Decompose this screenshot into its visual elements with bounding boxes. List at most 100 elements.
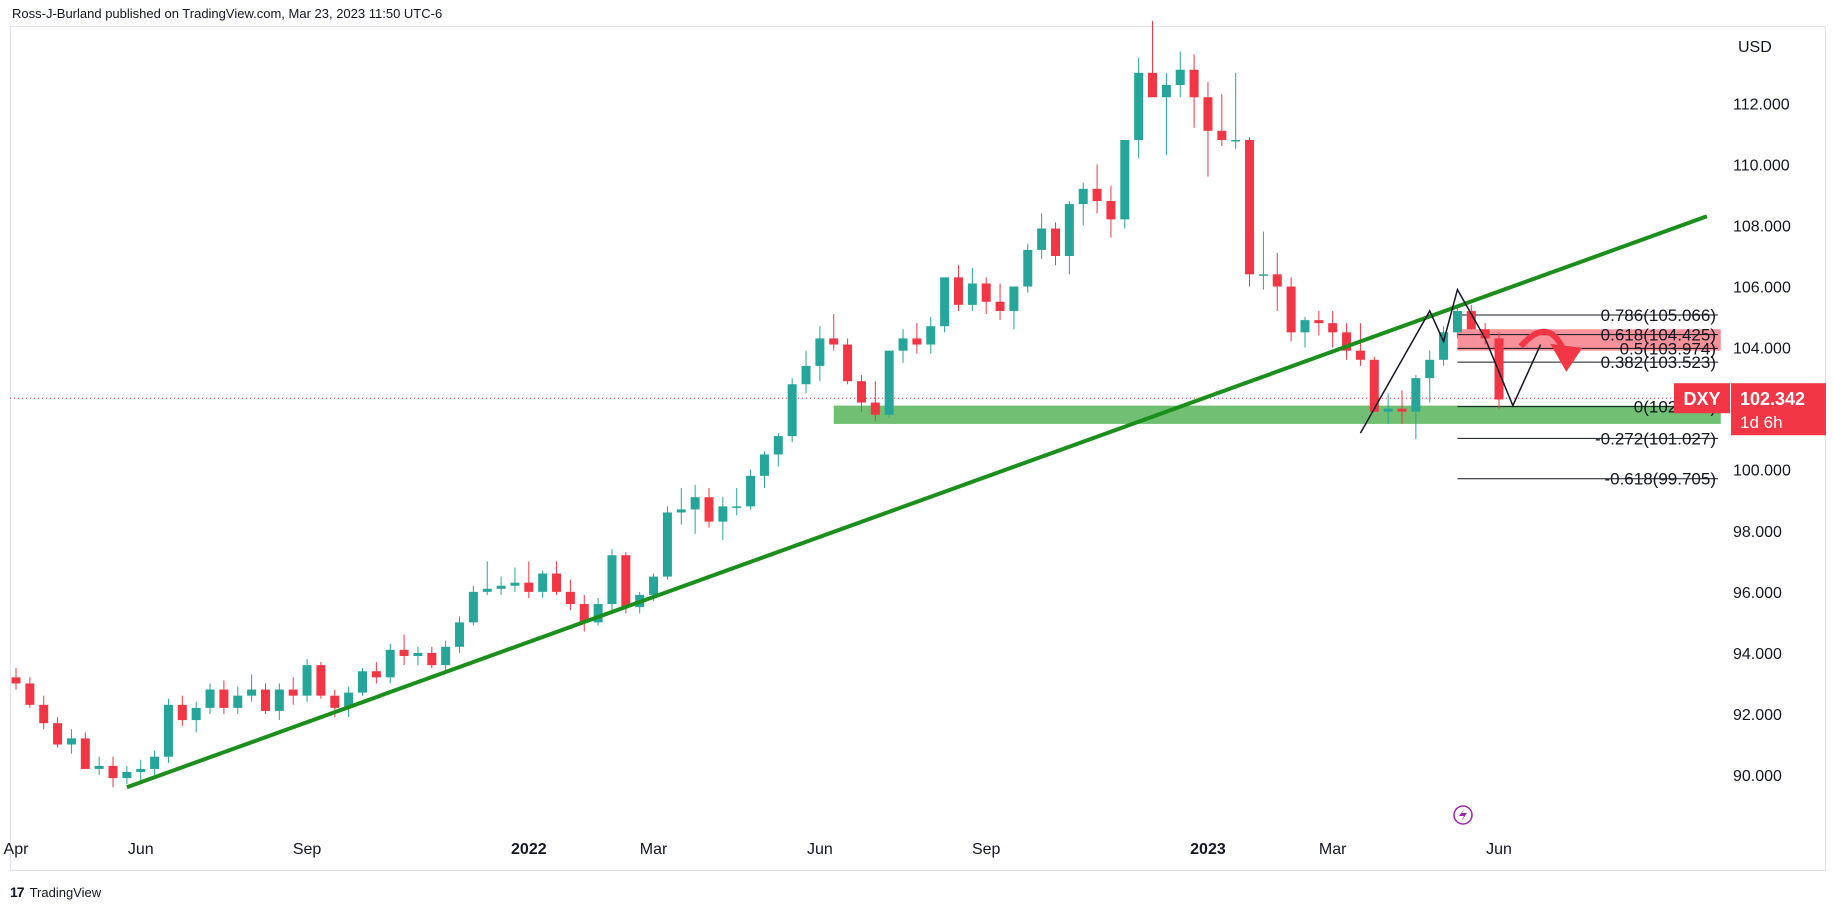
candle — [565, 579, 575, 611]
candle-body — [1203, 97, 1213, 131]
candle-body — [1425, 359, 1435, 379]
price-chart[interactable]: 0.786(105.066)0.618(104.425)0.5(103.974)… — [0, 0, 1834, 880]
candle-body — [926, 326, 936, 345]
candle — [455, 616, 465, 653]
candle — [593, 597, 603, 626]
candle-body — [524, 582, 534, 592]
y-tick-label: 98.000 — [1733, 524, 1782, 541]
candle-body — [1148, 72, 1158, 98]
candle — [746, 469, 756, 510]
candle-body — [1314, 320, 1324, 324]
candle-body — [80, 738, 90, 769]
candle — [427, 646, 437, 669]
candle — [496, 576, 506, 595]
candle-body — [1397, 408, 1407, 412]
currency-label: USD — [1738, 39, 1772, 56]
candle-body — [704, 497, 714, 522]
candle-body — [552, 573, 562, 592]
candle-body — [1245, 139, 1255, 275]
candle-body — [538, 573, 548, 592]
candle-body — [1175, 69, 1185, 86]
candle — [1009, 286, 1019, 330]
candle — [1106, 185, 1116, 238]
candle — [1092, 164, 1102, 214]
fib-level-label: 0.382(103.523) — [1601, 353, 1716, 372]
candle — [302, 659, 312, 702]
candle-body — [1037, 228, 1047, 250]
candle — [1217, 94, 1227, 147]
candle-body — [607, 555, 617, 605]
candle-body — [330, 695, 340, 708]
candle — [538, 570, 548, 598]
candle — [995, 283, 1005, 321]
candle — [1189, 54, 1199, 128]
fib-level-label: 0.5(103.974) — [1620, 339, 1716, 358]
candle-body — [385, 649, 395, 678]
candle-body — [1494, 338, 1504, 400]
candle-body — [1051, 228, 1060, 256]
candle-body — [732, 506, 742, 508]
candle-body — [122, 771, 132, 779]
candle — [53, 717, 63, 748]
candle — [829, 314, 839, 351]
candle — [704, 488, 714, 528]
candle — [1466, 304, 1476, 330]
candle — [1203, 81, 1213, 177]
lightning-icon-bolt — [1459, 808, 1467, 822]
candle-body — [1452, 310, 1462, 333]
symbol-badge — [1674, 383, 1730, 414]
candle-body — [967, 283, 977, 305]
candle — [815, 326, 825, 382]
candle-body — [1258, 274, 1268, 276]
candle-body — [150, 756, 160, 769]
ascending-trendline[interactable] — [126, 214, 1708, 790]
candle-body — [233, 695, 243, 708]
candle-body — [1369, 359, 1379, 412]
candle — [358, 668, 367, 696]
candle — [1397, 390, 1407, 424]
x-tick-label: Sep — [293, 841, 322, 858]
candle-body — [53, 723, 63, 745]
candle — [247, 674, 257, 702]
candle-body — [995, 301, 1005, 311]
candle — [108, 756, 118, 788]
candle-body — [718, 506, 728, 522]
candle-body — [358, 671, 367, 693]
candle-body — [884, 350, 894, 415]
candle — [1134, 57, 1144, 159]
candle-body — [247, 689, 257, 696]
candle — [926, 317, 936, 354]
candle — [912, 323, 922, 354]
x-tick-label: Jun — [807, 841, 833, 858]
candle — [482, 561, 492, 595]
candle — [1355, 323, 1365, 366]
candle — [177, 695, 187, 727]
candle — [662, 506, 672, 580]
projection-path[interactable] — [1359, 287, 1542, 434]
candle-body — [1272, 274, 1282, 287]
lightning-icon[interactable] — [1453, 805, 1473, 825]
candle-body — [163, 704, 173, 757]
candle-body — [898, 338, 908, 351]
candle — [1480, 323, 1490, 345]
candle — [1272, 252, 1282, 311]
candle-body — [1328, 323, 1338, 333]
candle-body — [94, 765, 104, 769]
candle-body — [1411, 378, 1421, 412]
candle-body — [1217, 130, 1227, 140]
fib-level-label: 0.786(105.066) — [1601, 306, 1716, 325]
candle — [1369, 356, 1379, 412]
candle-body — [274, 689, 284, 711]
candle-body — [39, 704, 49, 724]
candle-body — [344, 692, 354, 708]
candle-body — [1120, 139, 1130, 220]
y-tick-label: 104.000 — [1733, 341, 1791, 358]
y-tick-label: 106.000 — [1733, 280, 1791, 297]
candle — [898, 329, 908, 363]
candle — [80, 732, 90, 769]
candle — [94, 756, 104, 776]
candle — [1383, 393, 1393, 424]
candle — [385, 643, 395, 684]
candle — [219, 680, 229, 714]
bearish-arrow-head-icon — [1550, 343, 1583, 372]
